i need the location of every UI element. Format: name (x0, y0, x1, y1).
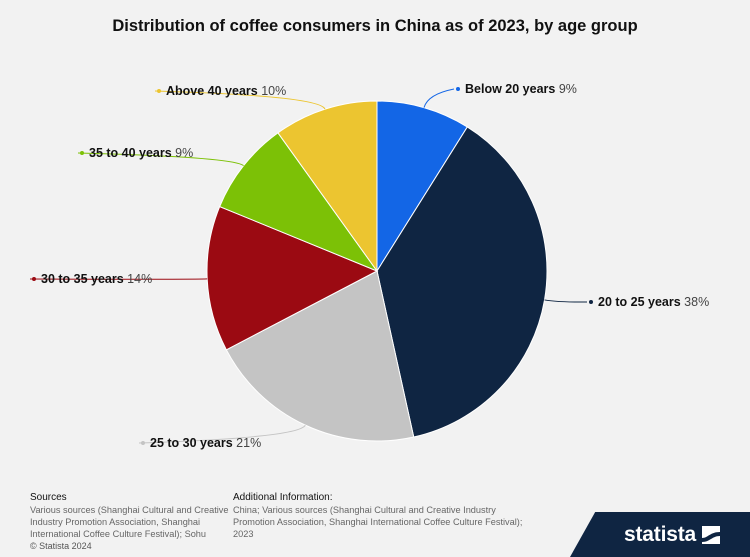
slice-label: 25 to 30 years 21% (150, 436, 261, 450)
slice-label-value: 21% (233, 436, 262, 450)
legend-dot (589, 300, 593, 304)
connector-line (154, 90, 326, 110)
pie-slices (206, 100, 548, 442)
slice-label-value: 38% (681, 295, 710, 309)
statista-logo-icon (701, 525, 720, 544)
pie-labels: Below 20 years 9% 20 to 25 years 38% 25 to… (29, 82, 709, 450)
slice-label: 20 to 25 years 38% (598, 295, 709, 309)
slice-label-name: 20 to 25 years (598, 295, 681, 309)
connector-line (77, 152, 244, 167)
slice-label-name: Below 20 years (465, 82, 555, 96)
legend-dot (456, 87, 460, 91)
additional-info-heading: Additional Information: (233, 492, 333, 503)
pie-slice-30-to-35-years[interactable] (206, 205, 379, 351)
copyright: © Statista 2024 (30, 541, 92, 551)
additional-info-block: Additional Information: China; Various s… (233, 491, 533, 540)
brand-name: statista (624, 522, 696, 546)
pie-slice-below-20-years[interactable] (376, 100, 468, 273)
slice-label-value: 9% (555, 82, 577, 96)
legend-dot (141, 441, 145, 445)
slice-label: 35 to 40 years 9% (89, 146, 193, 160)
slice-label: 30 to 35 years 14% (41, 272, 152, 286)
slice-label-value: 10% (258, 84, 287, 98)
pie-slice-20-to-25-years[interactable] (376, 126, 548, 438)
connector-line (423, 88, 455, 108)
sources-block: Sources Various sources (Shanghai Cultur… (30, 491, 235, 540)
connector-line (138, 424, 306, 444)
legend-dot (80, 151, 84, 155)
statista-logo[interactable]: statista (570, 512, 750, 557)
slice-label: Above 40 years 10% (166, 84, 286, 98)
connector-line (544, 299, 588, 303)
slice-label-value: 14% (124, 272, 153, 286)
pie-slice-25-to-30-years[interactable] (225, 270, 415, 442)
slice-label-name: Above 40 years (166, 84, 258, 98)
slice-label: Below 20 years 9% (465, 82, 577, 96)
chart-title: Distribution of coffee consumers in Chin… (112, 17, 638, 35)
sources-heading: Sources (30, 492, 67, 503)
slice-label-name: 35 to 40 years (89, 146, 172, 160)
slice-label-name: 25 to 30 years (150, 436, 233, 450)
pie-slice-35-to-40-years[interactable] (219, 132, 379, 273)
slice-label-name: 30 to 35 years (41, 272, 124, 286)
legend-dot (157, 89, 161, 93)
sources-text: Various sources (Shanghai Cultural and C… (30, 505, 229, 539)
legend-dot (32, 277, 36, 281)
slice-label-value: 9% (172, 146, 194, 160)
additional-info-text: China; Various sources (Shanghai Cultura… (233, 505, 523, 539)
